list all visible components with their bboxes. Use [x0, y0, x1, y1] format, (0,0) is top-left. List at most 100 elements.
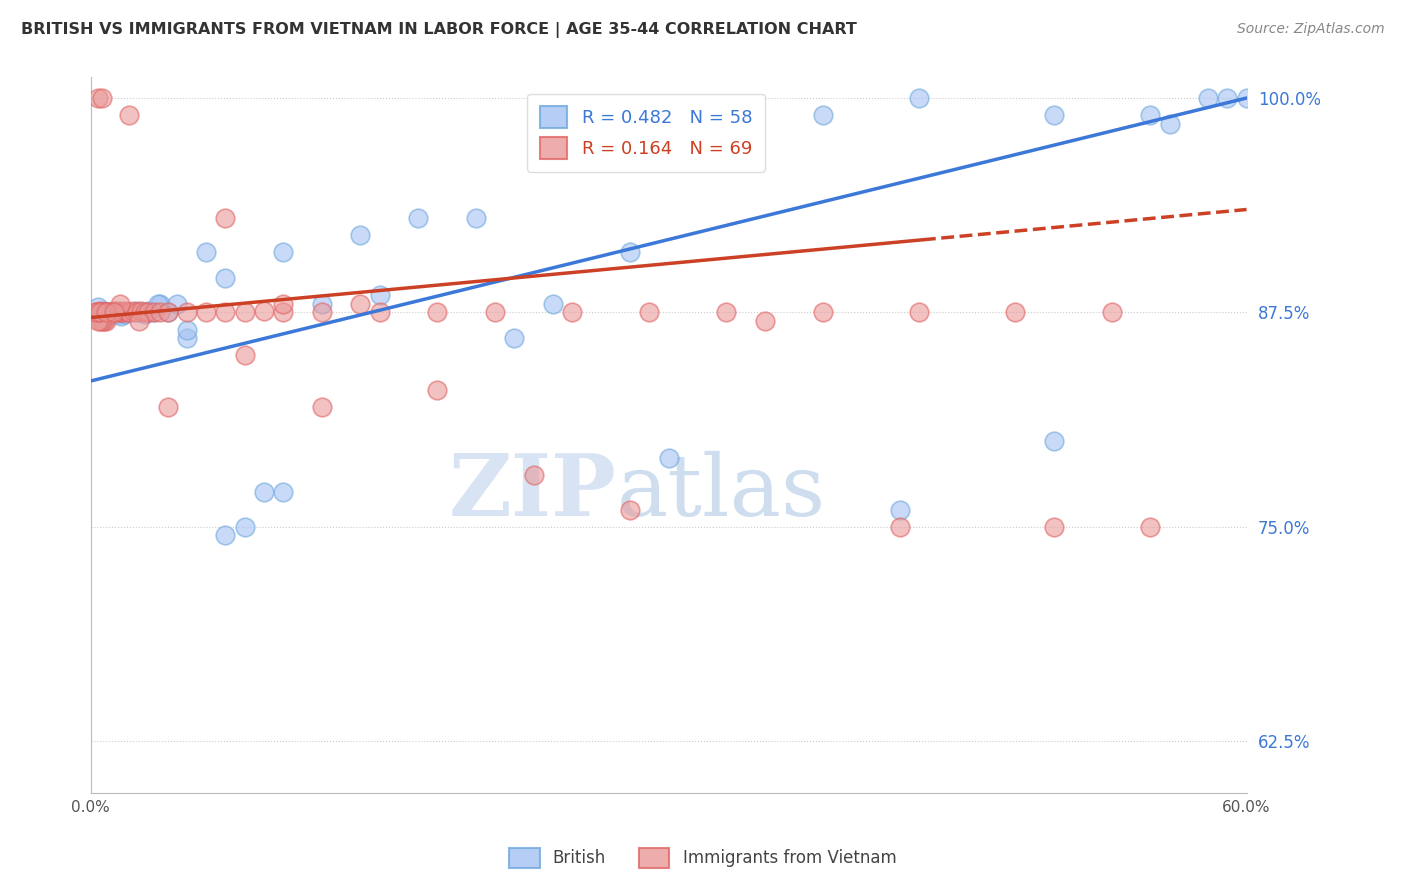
Point [93, 303, 115, 318]
Text: Source: ZipAtlas.com: Source: ZipAtlas.com [1237, 22, 1385, 37]
Point [1159, 117, 1181, 131]
Point [115, 305, 138, 319]
Point [114, 307, 136, 321]
Point [195, 305, 218, 319]
Point [716, 305, 738, 319]
Point [107, 305, 129, 319]
Point [811, 108, 834, 122]
Point [128, 305, 150, 319]
Point [103, 305, 125, 319]
Point [149, 297, 172, 311]
Point [86, 305, 108, 319]
Point [406, 211, 429, 225]
Point [122, 305, 145, 319]
Text: BRITISH VS IMMIGRANTS FROM VIETNAM IN LABOR FORCE | AGE 35-44 CORRELATION CHART: BRITISH VS IMMIGRANTS FROM VIETNAM IN LA… [21, 22, 858, 38]
Point [176, 331, 198, 345]
Legend: R = 0.482   N = 58, R = 0.164   N = 69: R = 0.482 N = 58, R = 0.164 N = 69 [527, 94, 765, 172]
Point [128, 314, 150, 328]
Point [103, 305, 125, 319]
Legend: British, Immigrants from Vietnam: British, Immigrants from Vietnam [503, 841, 903, 875]
Point [89, 314, 111, 328]
Point [658, 451, 681, 466]
Point [108, 303, 131, 318]
Point [233, 305, 256, 319]
Point [253, 485, 276, 500]
Point [541, 297, 564, 311]
Point [134, 307, 156, 321]
Point [503, 331, 526, 345]
Point [91, 91, 114, 105]
Point [271, 485, 294, 500]
Point [908, 305, 931, 319]
Point [176, 305, 198, 319]
Point [112, 305, 135, 319]
Point [87, 314, 110, 328]
Point [619, 245, 641, 260]
Point [89, 305, 111, 319]
Point [108, 305, 131, 319]
Point [129, 305, 152, 319]
Point [811, 305, 834, 319]
Point [94, 305, 117, 319]
Point [118, 305, 141, 319]
Point [118, 108, 141, 122]
Point [110, 305, 132, 319]
Point [93, 314, 115, 328]
Point [156, 400, 179, 414]
Point [638, 305, 661, 319]
Point [1139, 108, 1161, 122]
Point [104, 305, 127, 319]
Point [233, 520, 256, 534]
Point [112, 305, 135, 319]
Point [1216, 91, 1239, 105]
Point [143, 305, 166, 319]
Point [271, 245, 294, 260]
Point [1101, 305, 1123, 319]
Point [311, 305, 333, 319]
Point [426, 383, 449, 397]
Point [125, 305, 148, 319]
Point [87, 305, 110, 319]
Point [97, 305, 120, 319]
Point [1043, 108, 1066, 122]
Point [129, 303, 152, 318]
Point [98, 305, 121, 319]
Point [108, 297, 131, 311]
Point [125, 303, 148, 318]
Point [110, 309, 132, 323]
Point [146, 297, 169, 311]
Point [368, 288, 391, 302]
Point [104, 303, 127, 318]
Point [101, 307, 124, 321]
Point [561, 305, 583, 319]
Point [91, 314, 114, 328]
Point [143, 305, 166, 319]
Point [195, 245, 218, 260]
Point [214, 211, 236, 225]
Point [465, 211, 488, 225]
Point [166, 297, 188, 311]
Point [716, 117, 738, 131]
Point [114, 303, 136, 318]
Point [87, 91, 110, 105]
Point [889, 502, 911, 516]
Point [94, 314, 117, 328]
Point [1043, 434, 1066, 448]
Point [311, 400, 333, 414]
Point [311, 297, 333, 311]
Point [368, 305, 391, 319]
Point [214, 528, 236, 542]
Point [754, 314, 776, 328]
Point [1139, 520, 1161, 534]
Point [93, 305, 115, 319]
Point [89, 303, 111, 318]
Point [233, 348, 256, 362]
Point [176, 322, 198, 336]
Point [349, 228, 371, 243]
Point [94, 305, 117, 319]
Point [138, 303, 160, 318]
Point [484, 305, 506, 319]
Point [889, 520, 911, 534]
Point [97, 309, 120, 323]
Point [134, 305, 156, 319]
